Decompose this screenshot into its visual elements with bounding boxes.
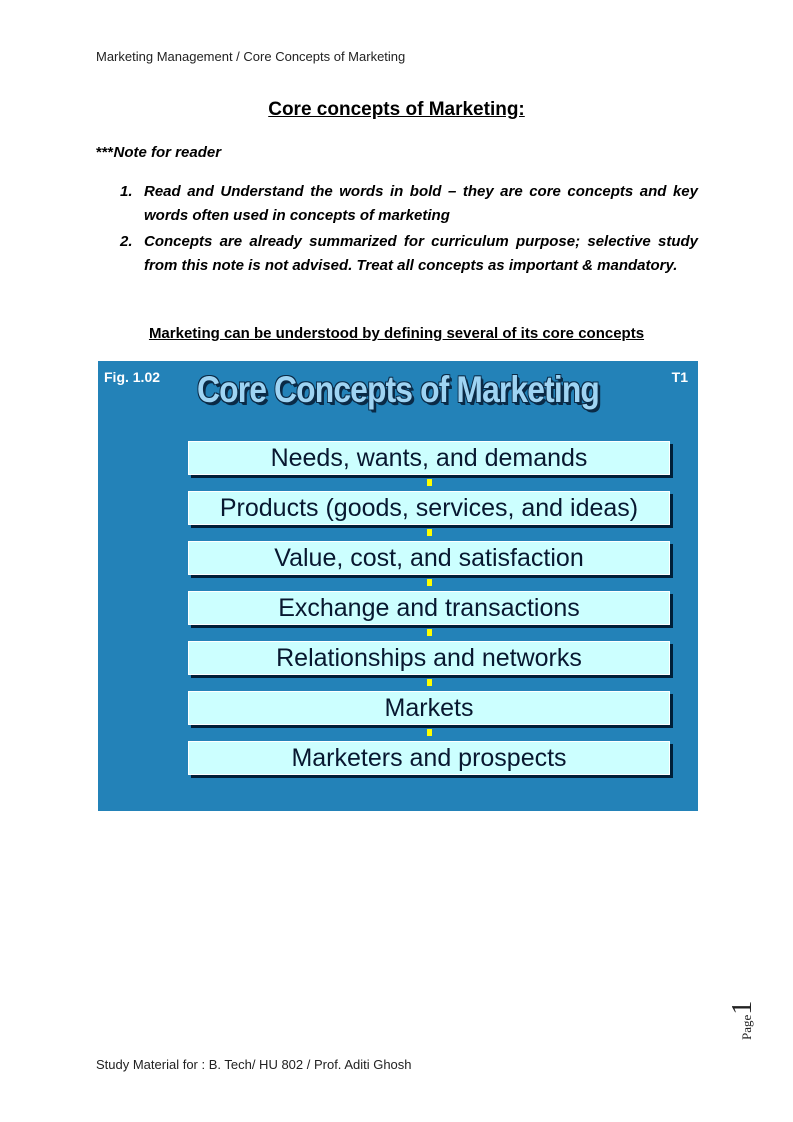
running-header: Marketing Management / Core Concepts of … [96, 49, 406, 64]
concept-connector [427, 479, 432, 486]
note-item: 2. Concepts are already summarized for c… [120, 230, 698, 278]
concept-box: Marketers and prospects [188, 741, 670, 775]
note-item-number: 2. [120, 233, 133, 250]
note-heading: ***Note for reader [96, 144, 221, 161]
note-item-text: Read and Understand the words in bold – … [144, 183, 698, 224]
note-item-number: 1. [120, 183, 133, 200]
page-number: Page1 [727, 1001, 759, 1040]
concept-box: Relationships and networks [188, 641, 670, 675]
concept-box: Needs, wants, and demands [188, 441, 670, 475]
figure-slide: Fig. 1.02 T1 Core Concepts of Marketing … [98, 361, 698, 811]
document-title: Core concepts of Marketing: [268, 99, 525, 120]
concept-box: Markets [188, 691, 670, 725]
note-list: 1. Read and Understand the words in bold… [120, 180, 698, 280]
concept-box: Exchange and transactions [188, 591, 670, 625]
running-footer: Study Material for : B. Tech/ HU 802 / P… [96, 1057, 412, 1072]
note-item: 1. Read and Understand the words in bold… [120, 180, 698, 228]
concept-box: Products (goods, services, and ideas) [188, 491, 670, 525]
concept-connector [427, 679, 432, 686]
concept-connector [427, 579, 432, 586]
page-label: Page [739, 1014, 754, 1040]
slide-title: Core Concepts of Marketing [197, 369, 600, 410]
section-subheading: Marketing can be understood by defining … [148, 325, 645, 342]
concept-connector [427, 529, 432, 536]
concept-box: Value, cost, and satisfaction [188, 541, 670, 575]
note-item-text: Concepts are already summarized for curr… [144, 233, 698, 274]
concept-connector [427, 729, 432, 736]
slide-tag: T1 [671, 369, 688, 385]
note-stars: *** [96, 144, 114, 161]
concept-connector [427, 629, 432, 636]
page-number-value: 1 [727, 1000, 758, 1015]
note-label: Note for reader [113, 144, 222, 161]
figure-label: Fig. 1.02 [104, 369, 161, 385]
